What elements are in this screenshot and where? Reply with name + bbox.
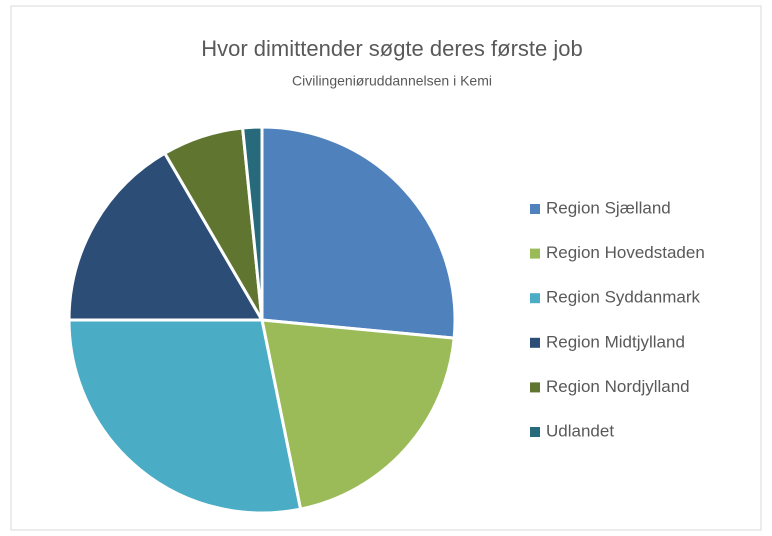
pie-slice [260,125,457,340]
legend-swatch [530,382,540,393]
pie-slice [67,151,265,322]
legend-swatch [530,293,540,304]
legend-label: Udlandet [546,421,614,440]
legend-label: Region Sjælland [546,198,671,217]
legend-swatch [530,427,540,437]
pie-slice [240,125,264,321]
legend-swatch [530,337,540,348]
legend-swatch [530,248,540,259]
pie-slice [260,318,456,511]
pie-slice [67,318,303,515]
legend-label: Region Midtjylland [546,332,685,351]
legend-label: Region Syddanmark [546,288,701,307]
chart-title: Hvor dimittender søgte deres første job [201,36,582,61]
chart-subtitle: Civilingeniøruddannelsen i Kemi [292,73,492,89]
legend-swatch [530,204,540,214]
legend-label: Region Nordjylland [546,377,690,396]
legend-label: Region Hovedstaden [546,243,705,262]
